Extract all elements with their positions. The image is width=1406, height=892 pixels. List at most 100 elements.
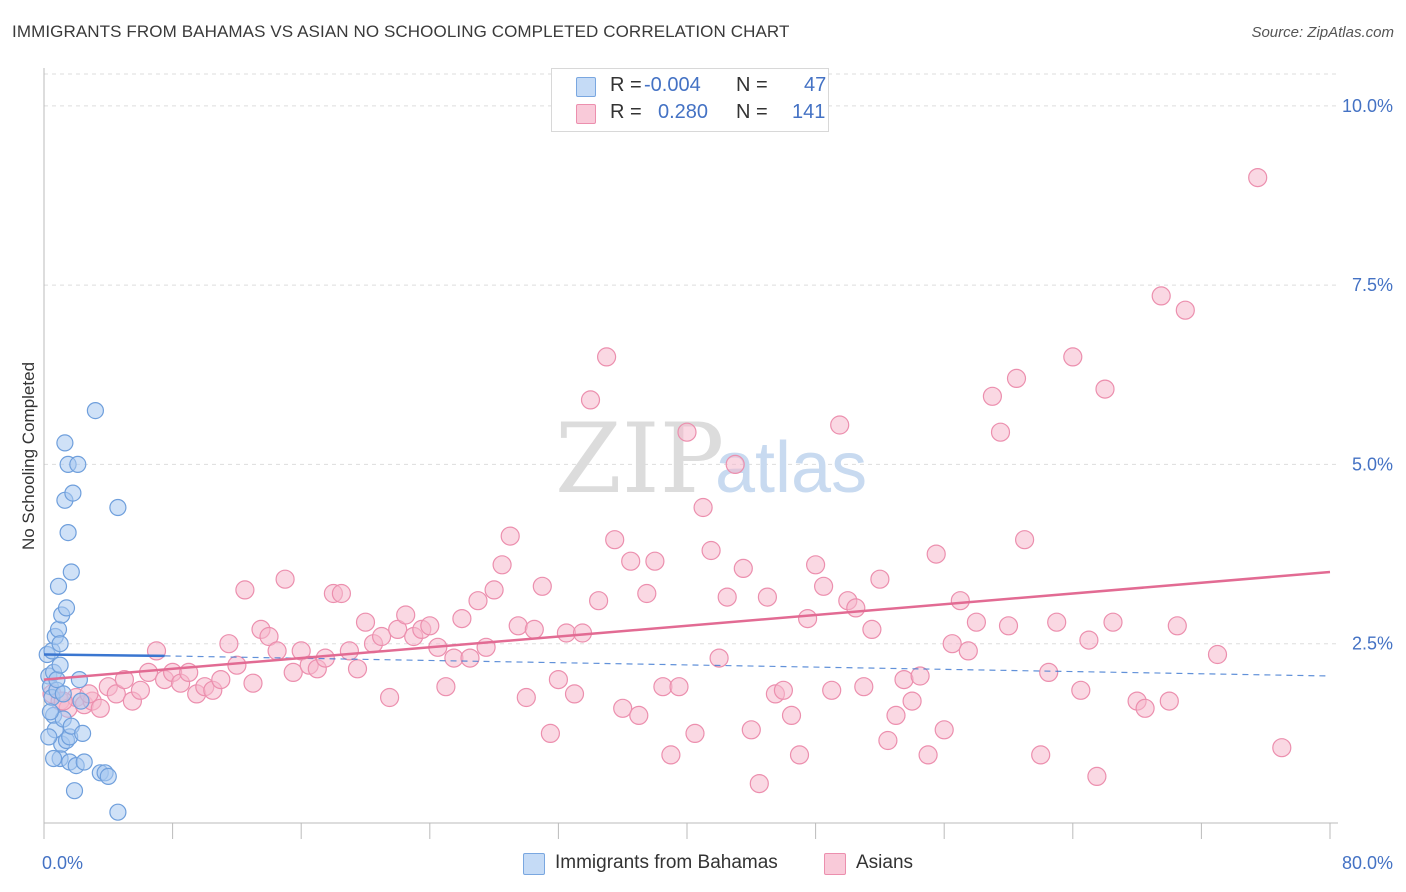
bahamas-point <box>65 782 84 800</box>
bahamas-point <box>51 635 69 653</box>
asians-point <box>1159 691 1179 711</box>
asians-point <box>990 422 1011 442</box>
legend-n-value: 47 <box>804 74 827 96</box>
asians-point <box>380 687 400 708</box>
asians-point <box>805 555 826 575</box>
bahamas-point <box>86 402 105 420</box>
asians-point <box>661 745 681 765</box>
asians-point <box>717 587 737 607</box>
asians-point <box>468 591 488 611</box>
asians-point <box>1031 745 1051 765</box>
asians-point <box>733 558 753 579</box>
bottom-legend-label: Immigrants from Bahamas <box>555 852 778 873</box>
asians-point <box>524 619 544 640</box>
asians-point <box>605 530 625 550</box>
asians-point <box>886 705 906 726</box>
y-tick-label: 5.0% <box>1352 454 1393 474</box>
asians-point <box>1207 644 1228 665</box>
asians-point <box>548 669 569 690</box>
legend-r-label: R = <box>610 74 642 96</box>
asians-point <box>1014 530 1035 550</box>
asians-point <box>130 680 150 700</box>
bahamas-trend-line <box>43 653 165 658</box>
asians-point <box>396 605 416 625</box>
asians-point <box>958 641 978 661</box>
asians-point <box>1039 662 1059 683</box>
asians-point <box>347 659 368 679</box>
asians-point <box>1095 379 1115 399</box>
correlation-legend: R = -0.004 N = 47 R = 0.280 N = 141 <box>551 68 829 132</box>
asians-point <box>669 677 689 697</box>
asians-point <box>564 684 585 704</box>
asians-point <box>902 691 922 711</box>
asians-point <box>1103 612 1123 632</box>
asians-point <box>283 662 303 683</box>
asians-point <box>854 677 874 697</box>
asians-point <box>709 648 729 668</box>
bahamas-point <box>44 749 63 768</box>
asians-point <box>797 608 818 629</box>
legend-r-label: R = <box>610 101 642 123</box>
bottom-legend-swatch-pink <box>824 853 846 875</box>
tick-labels: 2.5% 5.0% 7.5% 10.0% 0.0% 80.0% <box>42 96 1393 873</box>
asians-point <box>211 669 231 690</box>
asians-point <box>701 540 721 561</box>
asians-point <box>388 619 408 640</box>
asians-point <box>870 569 890 589</box>
source-credit: Source: ZipAtlas.com <box>1251 24 1394 41</box>
asians-point <box>106 684 126 704</box>
asians-point <box>516 687 536 708</box>
legend-swatch-pink <box>576 104 596 124</box>
asians-point <box>259 626 279 647</box>
asians-point <box>500 526 520 546</box>
data-points <box>38 168 1292 821</box>
x-tick-label: 0.0% <box>42 853 83 873</box>
asians-point <box>235 580 255 600</box>
bahamas-point <box>70 670 89 689</box>
axes <box>43 68 1338 839</box>
asians-point <box>966 612 987 632</box>
asians-point <box>532 576 552 596</box>
bahamas-point <box>54 685 72 703</box>
bahamas-point <box>72 692 90 710</box>
asians-point <box>1135 698 1155 718</box>
asians-point <box>677 422 697 442</box>
asians-point <box>355 612 376 632</box>
asians-point <box>741 720 761 740</box>
asians-point <box>114 669 135 690</box>
asians-point <box>331 583 351 604</box>
bahamas-point <box>62 563 80 581</box>
asians-point <box>813 576 834 596</box>
asians-point <box>588 591 609 611</box>
asians-point <box>1047 612 1067 632</box>
legend-r-value: 0.280 <box>658 101 709 123</box>
asians-point <box>621 551 641 571</box>
x-tick-label: 80.0% <box>1342 853 1393 873</box>
bottom-legend-swatch-blue <box>523 853 545 875</box>
asians-point <box>1272 738 1292 758</box>
asians-point <box>1006 368 1027 388</box>
asians-point <box>998 616 1019 636</box>
asians-point <box>1175 300 1195 320</box>
asians-point <box>444 648 464 668</box>
y-tick-label: 10.0% <box>1342 96 1393 116</box>
y-tick-label: 7.5% <box>1352 275 1393 295</box>
asians-point <box>781 705 802 726</box>
asians-point <box>629 705 649 726</box>
asians-point <box>685 723 705 744</box>
bahamas-trend-extension <box>164 655 1331 677</box>
bahamas-point <box>56 434 74 452</box>
asians-point <box>339 641 359 661</box>
asians-point <box>749 773 769 794</box>
asians-point <box>653 677 673 697</box>
bahamas-point <box>109 498 127 517</box>
legend-n-label: N = <box>736 101 768 123</box>
asians-point <box>773 680 794 700</box>
asians-point <box>645 551 665 571</box>
asians-point <box>275 569 295 589</box>
asians-point <box>420 616 440 636</box>
bottom-legend-label: Asians <box>856 852 914 873</box>
asians-point <box>910 666 930 686</box>
asians-point <box>1063 347 1083 367</box>
watermark-zip: ZIP <box>555 403 724 515</box>
